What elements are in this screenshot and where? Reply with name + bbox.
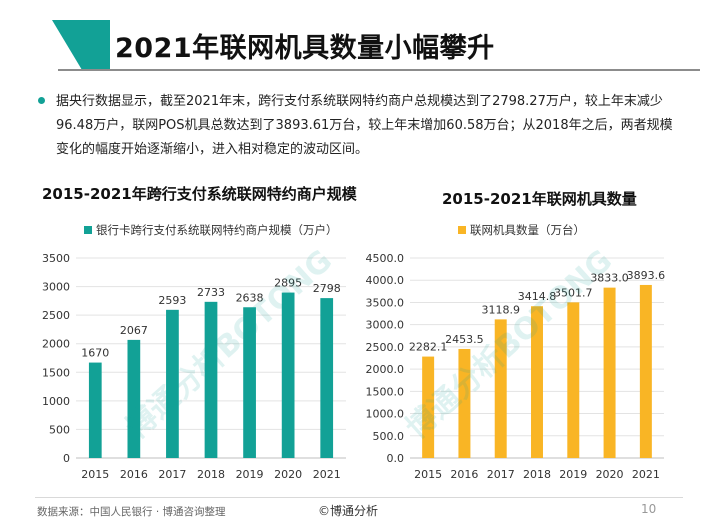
bar [127, 339, 141, 458]
chart-title-merchants: 2015-2021年跨行支付系统联网特约商户规模 [42, 185, 357, 203]
data-label: 3118.9 [481, 303, 520, 316]
data-label: 2067 [120, 324, 148, 337]
y-tick-label: 0.0 [387, 452, 405, 465]
x-tick-label: 2020 [274, 468, 302, 481]
y-tick-label: 0 [63, 452, 70, 465]
y-tick-label: 1500.0 [366, 385, 405, 398]
title-divider [58, 69, 700, 71]
bar [88, 362, 102, 458]
data-label: 2733 [197, 286, 225, 299]
x-tick-label: 2017 [158, 468, 186, 481]
y-tick-label: 2000.0 [366, 363, 405, 376]
bar [166, 309, 179, 458]
chart-terminals: 0.0 500.0 1000.0 1500.0 2000.0 2500.0 3000.0 35… [366, 252, 666, 481]
data-label: 2895 [274, 277, 302, 290]
y-tick-label: 4000.0 [366, 274, 405, 287]
page-number: 10 [641, 502, 657, 516]
bar [494, 319, 507, 458]
x-tick-label: 2019 [559, 468, 587, 481]
footer-brand: ©博通分析 [318, 504, 379, 518]
y-tick-label: 2500.0 [366, 341, 405, 354]
x-tick-label: 2016 [450, 468, 478, 481]
bar [204, 301, 218, 458]
bullet-dot-icon [38, 97, 45, 104]
y-tick-label: 2500 [42, 309, 70, 322]
legend-swatch [458, 226, 466, 234]
footer-source: 数据来源：中国人民银行 · 博通咨询整理 [37, 506, 226, 518]
data-label: 3414.8 [518, 290, 557, 303]
bar [281, 292, 295, 458]
y-tick-label: 500 [49, 423, 70, 436]
bar [320, 298, 334, 458]
data-label: 2282.1 [409, 341, 448, 354]
bar [603, 287, 616, 458]
data-label: 3833.0 [590, 272, 629, 285]
y-tick-label: 3000 [42, 281, 70, 294]
summary-text: 据央行数据显示，截至2021年末，跨行支付系统联网特约商户总规模达到了2798.… [56, 94, 673, 157]
bar [567, 302, 580, 458]
legend-swatch [84, 226, 92, 234]
chart-merchants: 0 500 1000 1500 2000 2500 3000 3500 1670 2015 2067… [42, 252, 346, 481]
data-label: 2453.5 [445, 333, 484, 346]
legend-terminals: 联网机具数量（万台） [458, 222, 585, 238]
x-tick-label: 2016 [120, 468, 148, 481]
y-tick-label: 3500 [42, 252, 70, 265]
y-tick-label: 1500 [42, 366, 70, 379]
legend-label: 银行卡跨行支付系统联网特约商户规模（万户） [96, 223, 338, 237]
y-tick-label: 4500.0 [366, 252, 405, 265]
x-tick-label: 2015 [414, 468, 442, 481]
bar [243, 307, 256, 458]
data-label: 3893.6 [627, 269, 666, 282]
y-tick-label: 500.0 [373, 430, 405, 443]
bar [458, 348, 471, 458]
footer-divider [35, 497, 683, 498]
y-tick-label: 2000 [42, 338, 70, 351]
y-tick-label: 1000 [42, 395, 70, 408]
legend-merchants: 银行卡跨行支付系统联网特约商户规模（万户） [84, 222, 338, 238]
data-label: 1670 [81, 347, 109, 360]
data-label: 2593 [158, 294, 186, 307]
page-title: 2021年联网机具数量小幅攀升 [115, 33, 495, 64]
x-tick-label: 2019 [236, 468, 264, 481]
x-tick-label: 2020 [596, 468, 624, 481]
x-tick-label: 2021 [313, 468, 341, 481]
title-accent-shape [52, 20, 110, 70]
data-label: 3501.7 [554, 286, 593, 299]
x-tick-label: 2017 [487, 468, 515, 481]
y-tick-label: 3500.0 [366, 296, 405, 309]
x-tick-label: 2018 [523, 468, 551, 481]
bar [422, 356, 435, 458]
bar [639, 284, 652, 458]
x-tick-label: 2021 [632, 468, 660, 481]
x-tick-label: 2018 [197, 468, 225, 481]
data-label: 2638 [236, 291, 264, 304]
bar [531, 306, 543, 458]
data-label: 2798 [313, 282, 341, 295]
y-tick-label: 3000.0 [366, 319, 405, 332]
x-tick-label: 2015 [81, 468, 109, 481]
chart-title-terminals: 2015-2021年联网机具数量 [442, 190, 637, 208]
legend-label: 联网机具数量（万台） [470, 223, 585, 237]
y-tick-label: 1000.0 [366, 408, 405, 421]
